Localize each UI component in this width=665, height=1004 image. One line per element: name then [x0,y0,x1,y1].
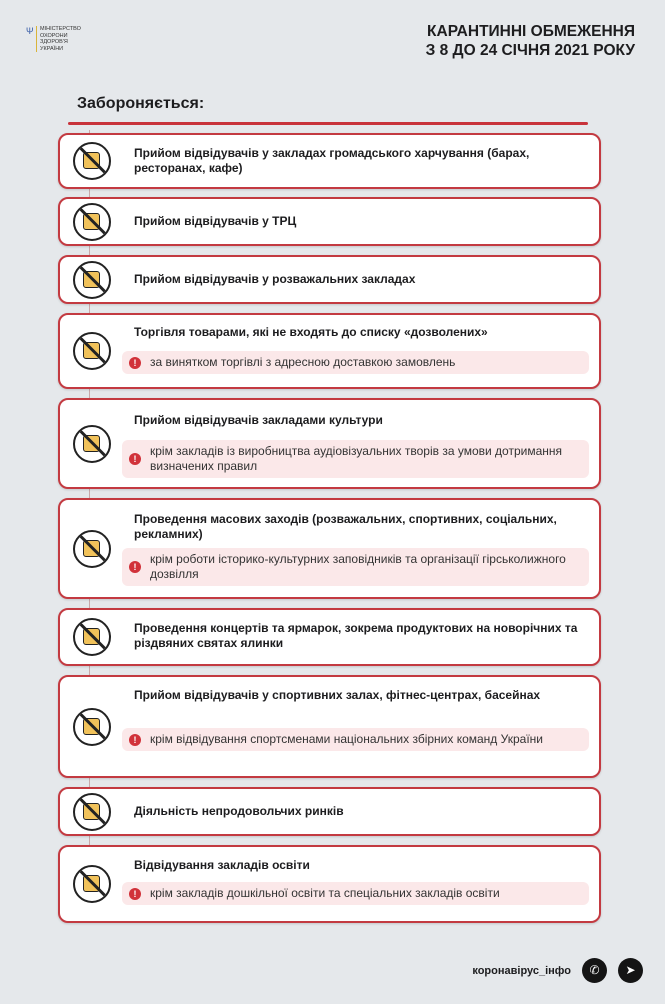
section-heading: Забороняється: [77,95,205,112]
no-market-icon [73,792,111,831]
restriction-text: Торгівля товарами, які не входять до спи… [134,325,488,339]
no-school-icon [73,865,111,903]
restriction-text: Прийом відвідувачів закладами культури [134,413,383,427]
exception-text: крім закладів із виробництва аудіовізуал… [150,444,563,473]
no-restaurant-icon [73,142,111,180]
heading-divider [68,122,588,125]
exception-text: крім закладів дошкільної освіти та спеці… [150,886,500,900]
exception-note: ! за винятком торгівлі з адресною доставк… [122,351,589,374]
restriction-card: Проведення концертів та ярмарок, зокрема… [58,608,601,666]
exception-text: крім роботи історико-культурних заповідн… [150,552,566,581]
logo-text: Міністерство охорони здоров'я України [36,26,81,52]
footer-text: коронавірус_інфо [472,964,571,977]
telegram-icon[interactable]: ➤ [618,958,643,983]
exception-note: ! крім закладів дошкільної освіти та спец… [122,882,589,905]
exclamation-icon: ! [129,561,141,573]
title-line-1: КАРАНТИННІ ОБМЕЖЕННЯ [427,23,635,40]
no-culture-icon [73,424,111,463]
exclamation-icon: ! [129,453,141,465]
exception-text: крім відвідування спортсменами національ… [150,732,543,746]
restriction-text: Діяльність непродовольчих ринків [134,804,344,818]
exception-note: ! крім відвідування спортсменами націонал… [122,728,589,751]
no-shopping-icon [73,202,111,241]
restriction-text: Проведення концертів та ярмарок, зокрема… [134,621,578,650]
restriction-card: Проведення масових заходів (розважальних… [58,498,601,599]
restriction-card: Прийом відвідувачів у ТРЦ [58,197,601,246]
restriction-card: Прийом відвідувачів у розважальних закла… [58,255,601,304]
exclamation-icon: ! [129,887,141,900]
footer: коронавірус_інфо ✆ ➤ [472,958,643,983]
restriction-text: Прийом відвідувачів у спортивних залах, … [134,688,541,702]
restriction-text: Прийом відвідувачів у розважальних закла… [134,272,416,286]
ministry-logo: Ψ Міністерство охорони здоров'я України [26,26,81,52]
restriction-card: Прийом відвідувачів у закладах громадськ… [58,133,601,189]
restriction-text: Відвідування закладів освіти [134,858,310,872]
exclamation-icon: ! [129,733,141,746]
exclamation-icon: ! [129,356,141,369]
restriction-text: Проведення масових заходів (розважальних… [134,512,557,541]
exception-text: за винятком торгівлі з адресною доставко… [150,355,456,369]
restriction-text: Прийом відвідувачів у ТРЦ [134,214,297,228]
title-line-2: З 8 ДО 24 СІЧНЯ 2021 РОКУ [425,42,635,59]
restriction-text: Прийом відвідувачів у закладах громадськ… [134,146,530,175]
no-store-icon [73,332,111,370]
page-title: КАРАНТИННІ ОБМЕЖЕННЯ З 8 ДО 24 СІЧНЯ 202… [426,22,635,60]
restriction-card: Прийом відвідувачів у спортивних залах, … [58,675,601,778]
no-fair-icon [73,618,111,656]
no-crowd-icon [73,529,111,568]
restriction-card: Діяльність непродовольчих ринків [58,787,601,836]
restriction-card: Торгівля товарами, які не входять до спи… [58,313,601,389]
viber-icon[interactable]: ✆ [582,958,607,983]
trident-icon: Ψ [26,26,34,36]
no-gym-icon [73,707,111,746]
no-gaming-icon [73,260,111,299]
exception-note: ! крім закладів із виробництва аудіовізуа… [122,440,589,478]
exception-note: ! крім роботи історико-культурних заповід… [122,548,589,586]
restriction-card: Прийом відвідувачів закладами культури! к… [58,398,601,489]
restriction-card: Відвідування закладів освіти! крім заклад… [58,845,601,923]
